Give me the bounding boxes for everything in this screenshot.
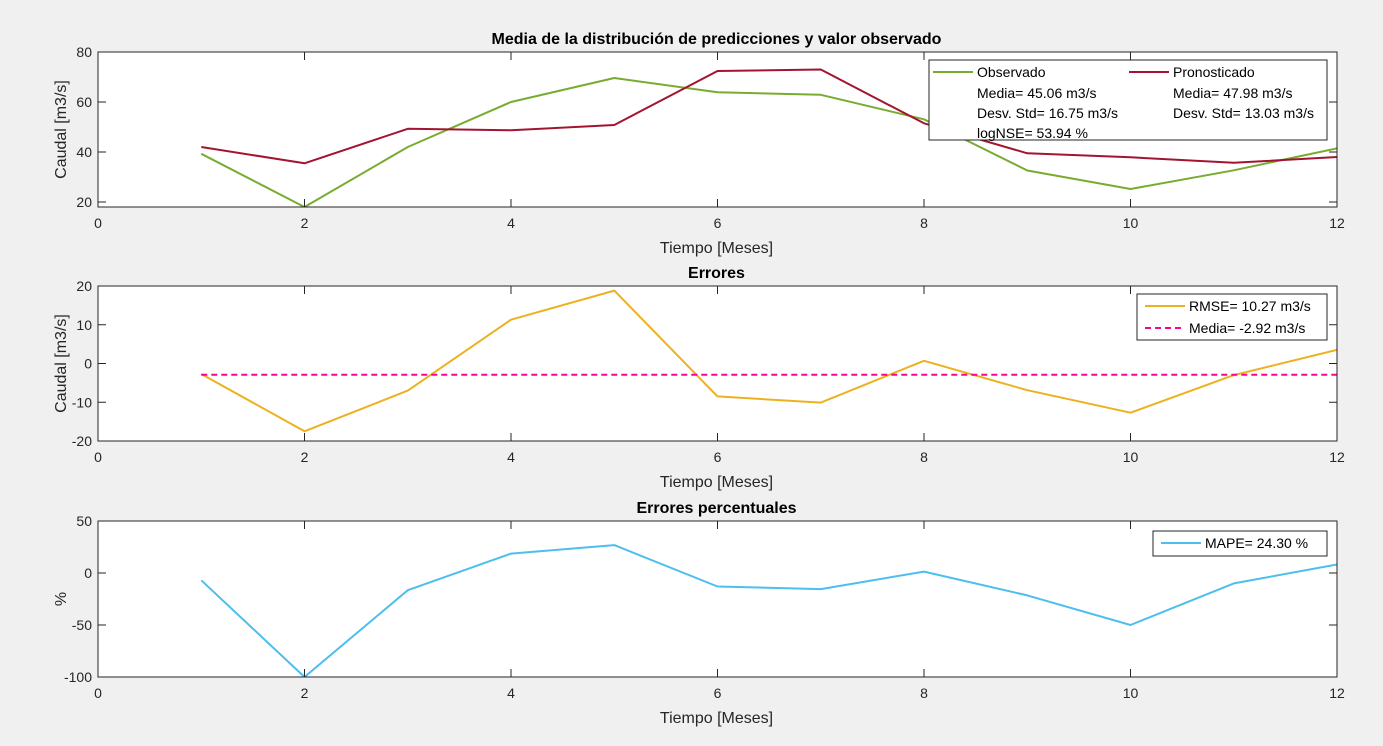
series-group [200,544,1337,677]
y-tick-label: 20 [76,278,92,294]
series-line-1-0 [200,289,1337,433]
y-tick-label: -20 [72,433,92,449]
chart-title: Errores [688,265,745,282]
x-tick-label: 4 [507,215,515,231]
x-tick-label: 8 [920,449,928,465]
legend: MAPE= 24.30 % [1152,530,1328,557]
series-line-0-1 [201,68,1337,165]
y-tick-label: 0 [84,356,92,372]
x-tick-label: 12 [1329,685,1345,701]
y-tick-label: -10 [72,394,92,410]
x-tick-label: 2 [301,685,309,701]
y-axis-label: % [53,592,70,606]
legend-stat-line: Media= 45.06 m3/s [977,85,1096,101]
x-tick-label: 10 [1123,449,1139,465]
x-tick-label: 10 [1123,215,1139,231]
legend-stat-line: Desv. Std= 13.03 m3/s [1173,105,1314,121]
series-group [200,289,1337,433]
legend: RMSE= 10.27 m3/s Media= -2.92 m3/s [1136,293,1328,341]
series-line-2-0 [200,544,1337,677]
legend: Observado Media= 45.06 m3/s Desv. Std= 16.… [928,59,1328,141]
chart-panel-0: 0 2 4 6 8 10 12 20 40 60 80 Media de la distribució… [53,31,1345,257]
y-tick-label: -100 [64,669,92,685]
chart-title: Errores percentuales [636,500,796,517]
y-tick-label: 50 [76,513,92,529]
plot-area [98,521,1337,677]
legend-box [1136,293,1328,341]
y-tick-label: 0 [84,565,92,581]
y-tick-label: 60 [76,94,92,110]
chart-panel-2: 0 2 4 6 8 10 12 -100 -50 0 50 Errores percentuales T… [53,500,1345,727]
x-tick-label: 0 [94,215,102,231]
y-tick-label: 20 [76,194,92,210]
chart-panel-1: 0 2 4 6 8 10 12 -20 -10 0 10 20 Errores Tiempo [Meses… [53,265,1345,491]
y-tick-label: 10 [76,317,92,333]
x-tick-label: 6 [714,215,722,231]
x-tick-label: 8 [920,215,928,231]
x-axis-label: Tiempo [Meses] [660,474,773,491]
x-tick-label: 2 [301,215,309,231]
legend-label: RMSE= 10.27 m3/s [1189,298,1311,314]
y-tick-label: 40 [76,144,92,160]
x-tick-label: 8 [920,685,928,701]
x-tick-label: 2 [301,449,309,465]
x-tick-label: 4 [507,449,515,465]
series-group [200,68,1337,207]
series-line-0-0 [200,77,1337,207]
x-tick-label: 4 [507,685,515,701]
legend-stat-line: Media= 47.98 m3/s [1173,85,1292,101]
y-axis-label: Caudal [m3/s] [53,80,70,179]
legend-label: Observado [977,64,1046,80]
x-tick-label: 12 [1329,449,1345,465]
legend-label: Media= -2.92 m3/s [1189,320,1305,336]
legend-label: MAPE= 24.30 % [1205,535,1308,551]
legend-stat-line: logNSE= 53.94 % [977,125,1088,141]
chart-title: Media de la distribución de predicciones… [492,31,942,48]
y-axis-label: Caudal [m3/s] [53,314,70,413]
x-tick-label: 0 [94,449,102,465]
x-tick-label: 12 [1329,215,1345,231]
x-tick-label: 0 [94,685,102,701]
legend-box [928,59,1328,141]
plot-area [98,286,1337,441]
x-axis-label: Tiempo [Meses] [660,710,773,727]
x-tick-label: 6 [714,685,722,701]
y-tick-label: 80 [76,44,92,60]
x-tick-label: 10 [1123,685,1139,701]
x-axis-label: Tiempo [Meses] [660,240,773,257]
y-tick-label: -50 [72,617,92,633]
legend-label: Pronosticado [1173,64,1255,80]
legend-stat-line: Desv. Std= 16.75 m3/s [977,105,1118,121]
x-tick-label: 6 [714,449,722,465]
